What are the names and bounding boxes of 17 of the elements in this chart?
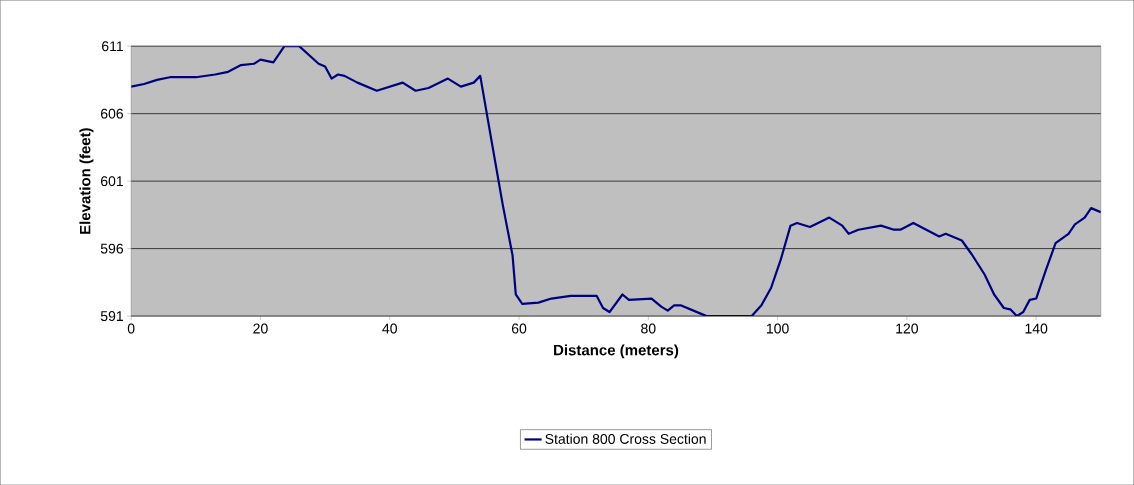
x-tick-label: 80	[641, 323, 656, 334]
y-tick-label: 611	[102, 41, 123, 52]
legend-label: Station 800 Cross Section	[545, 433, 706, 444]
y-tick-label: 601	[100, 176, 123, 186]
line-series	[131, 46, 1101, 316]
x-axis-title: Distance (meters)	[554, 344, 679, 359]
x-tick-label: 60	[511, 323, 527, 334]
y-tick-label: 591	[100, 311, 123, 321]
x-tick-label: 120	[896, 323, 919, 334]
y-tick-label: 606	[100, 108, 124, 119]
y-axis-title: Elevation (feet)	[79, 128, 94, 234]
x-tick-label: 0	[127, 323, 135, 334]
x-tick-label: 20	[253, 323, 268, 334]
y-tick-label: 596	[100, 243, 124, 254]
x-tick-label: 140	[1025, 323, 1048, 334]
x-tick-label: 40	[382, 323, 397, 334]
x-tick-label: 100	[766, 323, 789, 334]
